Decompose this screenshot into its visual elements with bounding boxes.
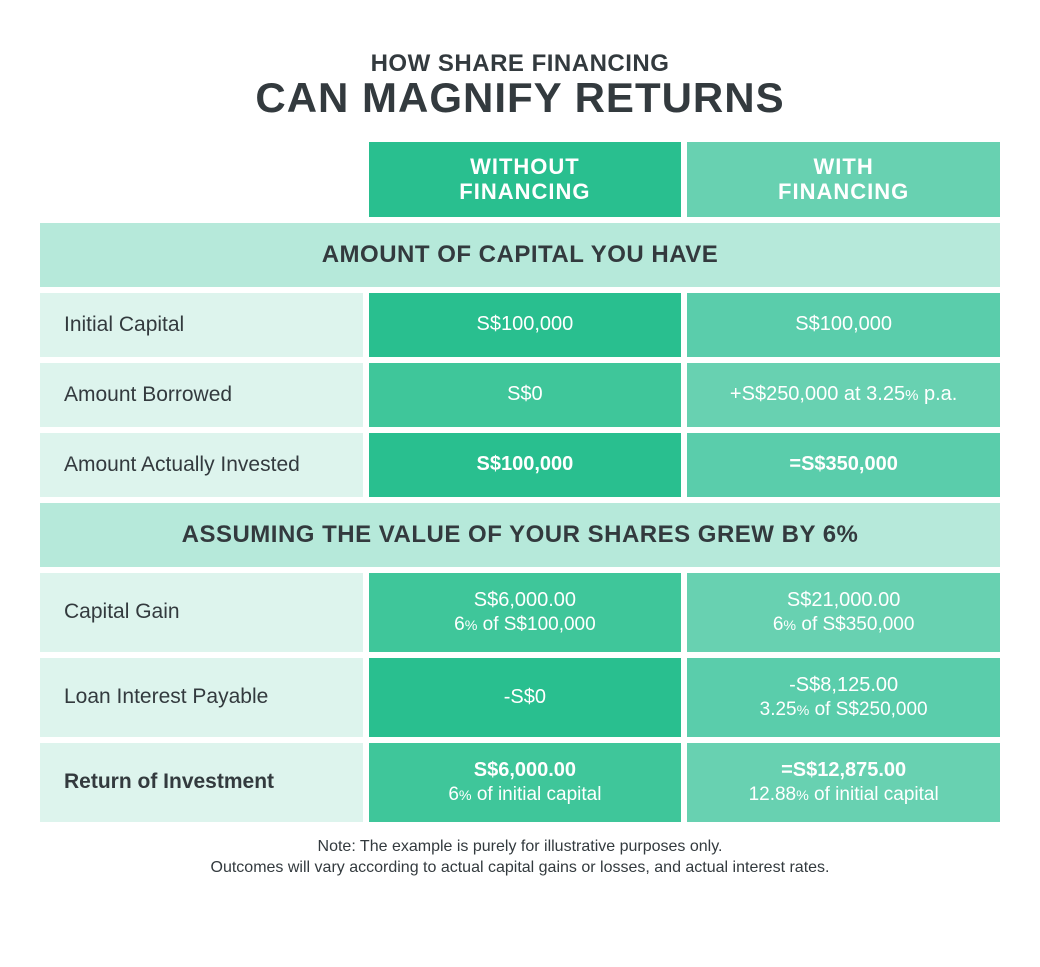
cell-initial-c2: S$100,000 xyxy=(687,293,1000,357)
cell-borrowed-c1: S$0 xyxy=(369,363,682,427)
label-roi: Return of Investment xyxy=(40,743,363,822)
cell-invested-c2: =S$350,000 xyxy=(687,433,1000,497)
row-roi: Return of Investment S$6,000.00 6% of in… xyxy=(40,743,1000,822)
section-capital: AMOUNT OF CAPITAL YOU HAVE xyxy=(40,223,1000,287)
row-capital-gain: Capital Gain S$6,000.00 6% of S$100,000 … xyxy=(40,573,1000,652)
column-header-row: WITHOUT FINANCING WITH FINANCING xyxy=(40,142,1000,217)
comparison-table: WITHOUT FINANCING WITH FINANCING AMOUNT … xyxy=(40,142,1000,822)
label-initial-capital: Initial Capital xyxy=(40,293,363,357)
title-block: HOW SHARE FINANCING CAN MAGNIFY RETURNS xyxy=(40,50,1000,122)
section-growth: ASSUMING THE VALUE OF YOUR SHARES GREW B… xyxy=(40,503,1000,567)
header-spacer xyxy=(40,142,363,217)
footnote-line2: Outcomes will vary according to actual c… xyxy=(40,857,1000,879)
cell-gain-c1: S$6,000.00 6% of S$100,000 xyxy=(369,573,682,652)
cell-interest-c1: -S$0 xyxy=(369,658,682,737)
header-without-financing: WITHOUT FINANCING xyxy=(369,142,682,217)
label-amount-invested: Amount Actually Invested xyxy=(40,433,363,497)
title: CAN MAGNIFY RETURNS xyxy=(40,74,1000,122)
cell-roi-c1: S$6,000.00 6% of initial capital xyxy=(369,743,682,822)
cell-gain-c2: S$21,000.00 6% of S$350,000 xyxy=(687,573,1000,652)
header-with-financing: WITH FINANCING xyxy=(687,142,1000,217)
cell-initial-c1: S$100,000 xyxy=(369,293,682,357)
row-amount-borrowed: Amount Borrowed S$0 +S$250,000 at 3.25% … xyxy=(40,363,1000,427)
cell-invested-c1: S$100,000 xyxy=(369,433,682,497)
label-capital-gain: Capital Gain xyxy=(40,573,363,652)
footnote-line1: Note: The example is purely for illustra… xyxy=(40,836,1000,858)
row-loan-interest: Loan Interest Payable -S$0 -S$8,125.00 3… xyxy=(40,658,1000,737)
row-amount-invested: Amount Actually Invested S$100,000 =S$35… xyxy=(40,433,1000,497)
footnote: Note: The example is purely for illustra… xyxy=(40,836,1000,879)
row-initial-capital: Initial Capital S$100,000 S$100,000 xyxy=(40,293,1000,357)
cell-borrowed-c2: +S$250,000 at 3.25% p.a. xyxy=(687,363,1000,427)
label-amount-borrowed: Amount Borrowed xyxy=(40,363,363,427)
cell-roi-c2: =S$12,875.00 12.88% of initial capital xyxy=(687,743,1000,822)
label-loan-interest: Loan Interest Payable xyxy=(40,658,363,737)
cell-interest-c2: -S$8,125.00 3.25% of S$250,000 xyxy=(687,658,1000,737)
